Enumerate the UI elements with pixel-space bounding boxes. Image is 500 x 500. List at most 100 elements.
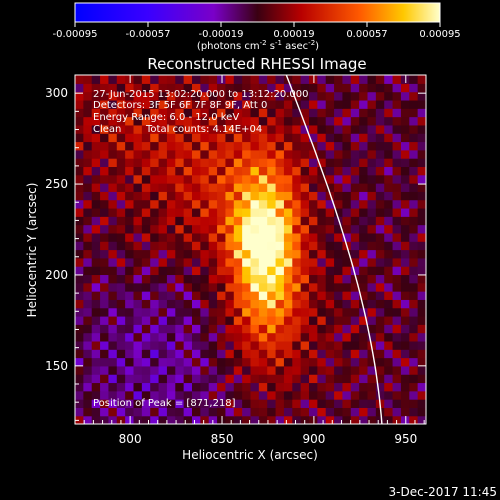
heatmap-pixel [158,249,168,259]
colorbar-ticks: -0.00095 -0.00057 -0.00019 0.00019 0.00057 0.… [53,22,461,40]
heatmap-pixel [325,407,335,417]
heatmap-pixel [258,340,268,350]
heatmap-pixel [150,340,160,350]
heatmap-pixel [83,124,93,134]
heatmap-pixel [233,257,243,267]
heatmap-pixel [217,324,227,334]
heatmap-pixel [400,224,410,234]
heatmap-pixel [400,357,410,367]
heatmap-pixel [325,124,335,134]
heatmap-pixel [150,141,160,151]
heatmap-pixel [141,415,151,424]
heatmap-pixel [100,357,110,367]
heatmap-pixel [133,307,143,317]
heatmap-pixel [309,282,318,292]
heatmap-pixel [125,124,135,134]
heatmap-pixel [283,224,293,234]
heatmap-pixel [375,99,385,109]
heatmap-pixel [141,207,151,217]
heatmap-pixel [317,415,327,424]
heatmap-pixel [192,91,201,101]
heatmap-pixel [334,149,344,159]
heatmap-pixel [125,91,135,101]
heatmap-pixel [367,324,377,334]
heatmap-pixel [350,257,360,267]
heatmap-pixel [166,274,176,284]
heatmap-pixel [300,407,310,417]
heatmap-pixel [192,174,201,184]
heatmap-pixel [158,207,168,217]
heatmap-pixel [384,133,394,143]
heatmap-pixel [141,291,151,300]
heatmap-pixel [125,249,135,259]
heatmap-pixel [292,207,302,217]
heatmap-pixel [250,199,260,209]
heatmap-pixel [125,116,135,126]
heatmap-pixel [417,91,426,101]
heatmap-pixel [217,257,227,267]
heatmap-pixel [208,299,218,309]
heatmap-pixel [75,75,84,84]
heatmap-pixel [400,324,410,334]
heatmap-pixel [250,299,260,309]
heatmap-pixel [200,149,210,159]
heatmap-pixel [192,315,201,325]
heatmap-pixel [125,199,135,209]
heatmap-pixel [275,266,285,276]
heatmap-pixel [133,382,143,392]
heatmap-pixel [350,116,360,126]
heatmap-pixel [350,108,360,118]
heatmap-pixel [141,390,151,400]
heatmap-pixel [158,183,168,192]
heatmap-pixel [375,340,385,350]
heatmap-pixel [225,349,235,359]
heatmap-pixel [342,216,352,226]
heatmap-pixel [83,382,93,392]
heatmap-pixel [217,241,227,251]
heatmap-pixel [384,365,394,375]
heatmap-pixel [133,75,143,84]
heatmap-pixel [400,141,410,151]
heatmap-pixel [217,266,227,276]
heatmap-pixel [325,299,335,309]
heatmap-pixel [192,382,201,392]
heatmap-pixel [83,315,93,325]
heatmap-pixel [183,166,193,176]
heatmap-pixel [150,166,160,176]
heatmap-pixel [250,324,260,334]
heatmap-pixel [392,141,402,151]
heatmap-pixel [409,349,419,359]
heatmap-pixel [208,83,218,93]
heatmap-pixel [317,116,327,126]
heatmap-pixel [133,249,143,259]
heatmap-pixel [283,274,293,284]
heatmap-pixel [125,191,135,201]
heatmap-pixel [400,166,410,176]
heatmap-pixel [192,224,201,234]
heatmap-pixel [400,83,410,93]
heatmap-pixel [283,257,293,267]
heatmap-pixel [417,191,426,201]
heatmap-pixel [242,415,252,424]
heatmap-pixel [217,332,227,342]
heatmap-pixel [275,415,285,424]
heatmap-pixel [367,224,377,234]
heatmap-pixel [300,199,310,209]
heatmap-pixel [375,257,385,267]
heatmap-pixel [342,357,352,367]
heatmap-pixel [175,241,185,251]
heatmap-pixel [350,340,360,350]
heatmap-pixel [258,241,268,251]
heatmap-pixel [417,207,426,217]
heatmap-pixel [292,124,302,134]
heatmap-pixel [384,374,394,384]
heatmap-pixel [75,232,84,242]
heatmap-pixel [409,232,419,242]
x-axis-label: Heliocentric X (arcsec) [182,448,318,462]
heatmap-pixel [150,241,160,251]
heatmap-pixel [150,382,160,392]
heatmap-pixel [100,315,110,325]
heatmap-pixel [325,357,335,367]
heatmap-pixel [292,274,302,284]
heatmap-pixel [342,99,352,109]
